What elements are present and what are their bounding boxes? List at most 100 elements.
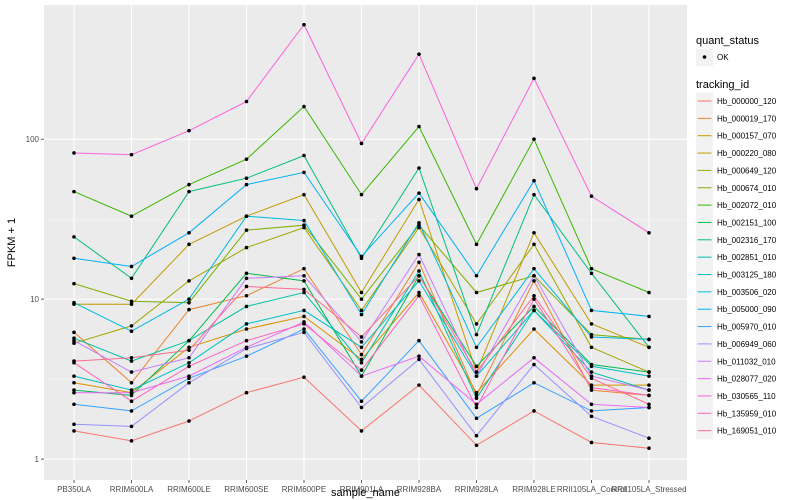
data-point	[72, 422, 76, 427]
data-point	[187, 300, 191, 305]
data-point	[647, 314, 651, 319]
data-point	[474, 370, 479, 374]
data-point	[72, 281, 76, 286]
data-point	[187, 348, 191, 352]
plot-panel	[44, 5, 687, 480]
data-point	[589, 370, 594, 374]
data-point	[302, 192, 306, 197]
data-point	[129, 152, 134, 157]
data-point	[302, 279, 306, 283]
data-point	[302, 375, 306, 380]
data-point	[647, 405, 651, 410]
data-point	[647, 446, 651, 450]
grid-major	[44, 5, 687, 480]
data-point	[532, 327, 536, 331]
data-point	[647, 230, 651, 235]
data-point	[244, 157, 249, 161]
data-point	[359, 429, 364, 433]
data-point	[187, 355, 191, 360]
data-point	[417, 197, 421, 202]
data-point	[417, 354, 421, 358]
data-point	[187, 338, 191, 343]
data-point	[589, 271, 594, 276]
data-point	[417, 260, 421, 265]
data-point	[417, 357, 421, 362]
data-point	[474, 402, 479, 407]
data-point	[474, 273, 479, 278]
data-point	[302, 153, 306, 158]
data-point	[359, 357, 364, 362]
data-point	[129, 214, 134, 218]
data-point	[589, 440, 594, 445]
data-point	[129, 355, 134, 360]
legend-label: Hb_003506_020	[717, 288, 777, 297]
data-point	[532, 242, 536, 247]
data-point	[474, 443, 479, 448]
data-point	[244, 304, 249, 309]
data-points	[72, 22, 651, 450]
data-point	[72, 235, 76, 239]
legend-title-tracking-id: tracking_id	[696, 79, 749, 91]
data-point	[474, 396, 479, 401]
data-point	[532, 192, 536, 197]
data-point	[244, 228, 249, 232]
data-point	[359, 360, 364, 365]
data-point	[187, 374, 191, 378]
x-tick-label: RRII105LA_Stressed	[611, 485, 686, 494]
legend-label: Hb_002151_100	[717, 218, 777, 227]
data-point	[589, 364, 594, 369]
data-point	[359, 345, 364, 350]
x-tick-label: RRIM928LA	[455, 485, 499, 494]
data-point	[244, 214, 249, 218]
data-point	[244, 182, 249, 187]
data-point	[417, 52, 421, 56]
data-point	[359, 374, 364, 378]
data-point	[532, 308, 536, 313]
legend-label: Hb_000649_120	[717, 166, 777, 175]
data-point	[532, 362, 536, 367]
data-point	[359, 340, 364, 344]
data-point	[187, 230, 191, 235]
legend-label: Hb_028077_020	[717, 375, 777, 384]
data-point	[187, 182, 191, 187]
data-point	[244, 271, 249, 276]
data-point	[647, 337, 651, 342]
data-point	[302, 273, 306, 278]
data-point	[129, 439, 134, 443]
x-axis: PB350LA RRIM600LA RRIM600LE RRIM600SE RRIM60…	[57, 480, 687, 494]
data-point	[589, 402, 594, 407]
data-point	[474, 393, 479, 398]
legend-label: Hb_002316_170	[717, 236, 777, 245]
data-point	[647, 393, 651, 398]
legend-label: Hb_000157_070	[717, 132, 777, 141]
data-point	[359, 141, 364, 146]
data-point	[72, 359, 76, 363]
data-point	[589, 194, 594, 199]
data-point	[359, 312, 364, 317]
data-point	[129, 264, 134, 269]
data-point	[417, 124, 421, 129]
data-point	[244, 176, 249, 181]
data-point	[474, 405, 479, 410]
legend-label: Hb_002851_010	[717, 253, 777, 262]
data-point	[244, 276, 249, 281]
x-tick-label: RRIM928LE	[512, 485, 556, 494]
x-tick-label: RRIM600SE	[224, 485, 268, 494]
data-point	[474, 374, 479, 378]
data-point	[474, 433, 479, 438]
legend-point-icon	[702, 55, 707, 59]
data-point	[647, 374, 651, 378]
data-point	[302, 104, 306, 109]
data-point	[474, 186, 479, 191]
data-point	[417, 166, 421, 170]
data-point	[359, 335, 364, 339]
data-point	[532, 355, 536, 360]
x-tick-label: RRIM928BA	[397, 485, 442, 494]
x-tick-label: RRIM600PE	[282, 485, 326, 494]
data-point	[589, 345, 594, 350]
data-point	[302, 330, 306, 335]
data-point	[302, 322, 306, 326]
legend-label: Hb_002072_010	[717, 201, 777, 210]
data-point	[244, 322, 249, 326]
data-point	[72, 390, 76, 395]
